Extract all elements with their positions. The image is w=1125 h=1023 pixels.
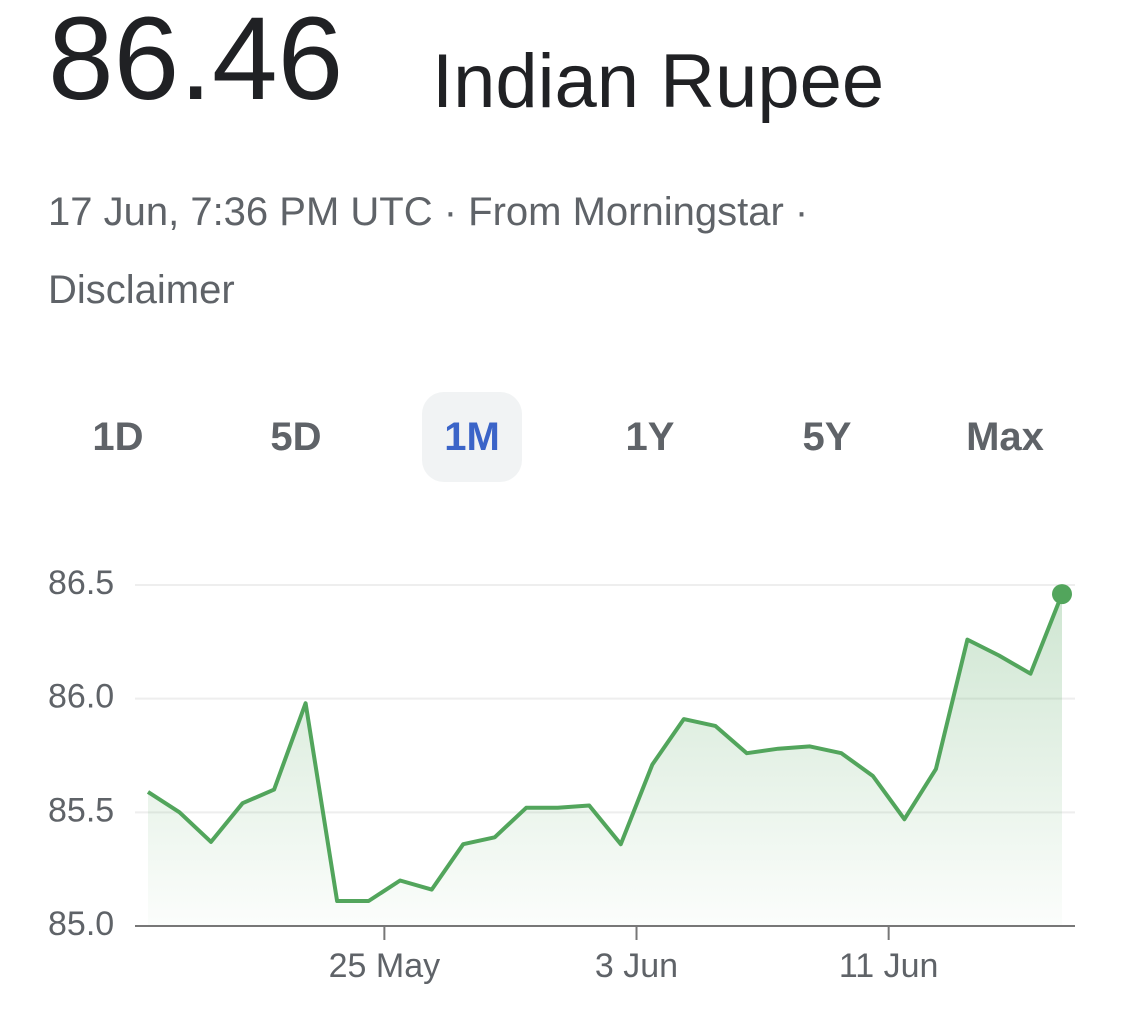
area-fill [148,594,1062,926]
disclaimer[interactable]: Disclaimer [48,268,235,312]
range-button[interactable]: 5D [270,415,322,459]
range-button[interactable]: 1Y [625,415,675,459]
range-button[interactable]: Max [966,415,1044,459]
currency: Indian Rupee [432,39,885,124]
price: 86.46 [48,0,344,125]
x-tick-label: 3 Jun [595,947,678,985]
y-tick-label: 85.0 [48,905,114,943]
last-point [1052,584,1072,605]
range-button[interactable]: 1D [92,415,144,459]
meta: 17 Jun, 7:36 PM UTC · From Morningstar · [48,190,809,234]
range-button[interactable]: 5Y [802,415,852,459]
y-tick-label: 86.0 [48,678,114,716]
range-button[interactable]: 1M [422,392,522,482]
x-tick-label: 25 May [329,947,441,985]
x-tick-label: 11 Jun [839,947,939,985]
y-tick-label: 86.5 [48,564,114,602]
price-line [146,593,1064,903]
y-tick-label: 85.5 [48,791,114,829]
